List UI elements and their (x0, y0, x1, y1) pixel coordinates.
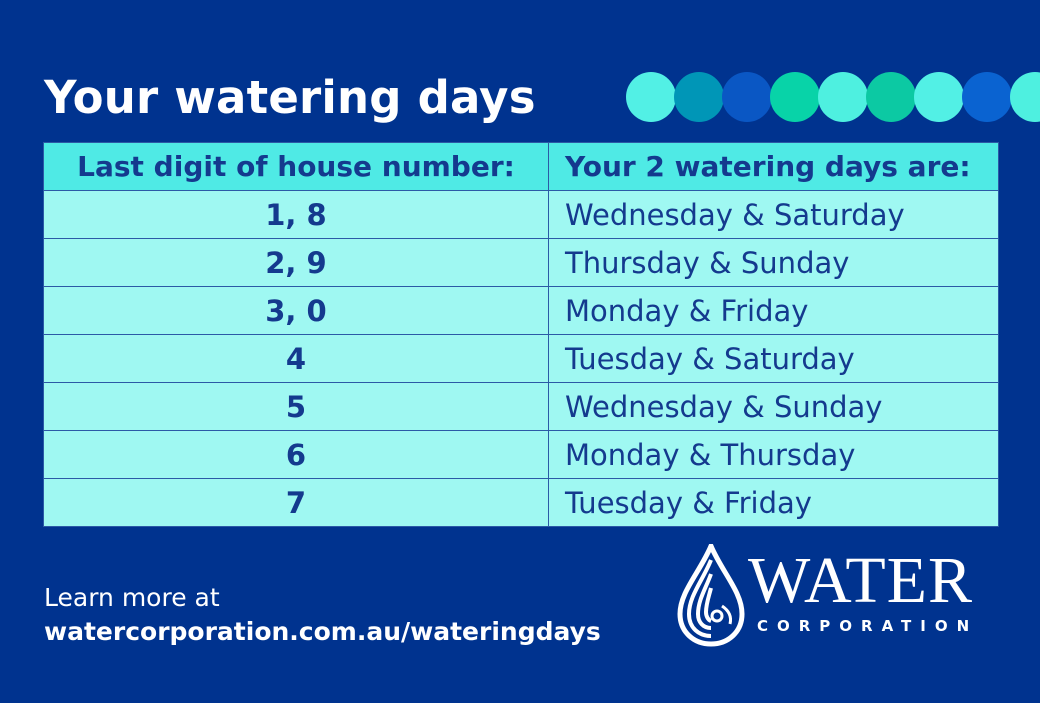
water-drop-icon (677, 544, 745, 647)
table-row: 7 Tuesday & Friday (43, 478, 999, 527)
decorative-dots (624, 72, 1040, 122)
table-row: 1, 8 Wednesday & Saturday (43, 190, 999, 239)
decorative-dot (914, 72, 964, 122)
house-digit-cell: 6 (43, 430, 549, 479)
decorative-dot (626, 72, 676, 122)
header-watering-days: Your 2 watering days are: (548, 142, 999, 191)
table-row: 2, 9 Thursday & Sunday (43, 238, 999, 287)
watering-days-cell: Monday & Thursday (548, 430, 999, 479)
house-digit-cell: 4 (43, 334, 549, 383)
decorative-dot (818, 72, 868, 122)
watering-days-cell: Wednesday & Saturday (548, 190, 999, 239)
table-row: 6 Monday & Thursday (43, 430, 999, 479)
header-house-number: Last digit of house number: (43, 142, 549, 191)
table-row: 3, 0 Monday & Friday (43, 286, 999, 335)
footer-info: Learn more at watercorporation.com.au/wa… (44, 581, 601, 649)
watering-days-table: Last digit of house number: Your 2 water… (43, 142, 999, 527)
watering-days-cell: Tuesday & Saturday (548, 334, 999, 383)
decorative-dot (770, 72, 820, 122)
footer-url-link[interactable]: watercorporation.com.au/wateringdays (44, 617, 601, 646)
watering-days-cell: Monday & Friday (548, 286, 999, 335)
decorative-dot (722, 72, 772, 122)
watering-days-cell: Wednesday & Sunday (548, 382, 999, 431)
house-digit-cell: 2, 9 (43, 238, 549, 287)
water-corporation-logo: WATER CORPORATION (676, 544, 1006, 654)
house-digit-cell: 7 (43, 478, 549, 527)
table-row: 5 Wednesday & Sunday (43, 382, 999, 431)
learn-more-text: Learn more at (44, 583, 220, 612)
watering-days-cell: Tuesday & Friday (548, 478, 999, 527)
house-digit-cell: 1, 8 (43, 190, 549, 239)
house-digit-cell: 5 (43, 382, 549, 431)
table-header-row: Last digit of house number: Your 2 water… (43, 142, 999, 191)
house-digit-cell: 3, 0 (43, 286, 549, 335)
decorative-dot (1010, 72, 1040, 122)
table-row: 4 Tuesday & Saturday (43, 334, 999, 383)
decorative-dot (866, 72, 916, 122)
decorative-dot (962, 72, 1012, 122)
logo-subtitle: CORPORATION (757, 617, 979, 635)
watering-days-cell: Thursday & Sunday (548, 238, 999, 287)
logo-wordmark: WATER (748, 544, 973, 617)
page-title: Your watering days (44, 71, 536, 124)
decorative-dot (674, 72, 724, 122)
